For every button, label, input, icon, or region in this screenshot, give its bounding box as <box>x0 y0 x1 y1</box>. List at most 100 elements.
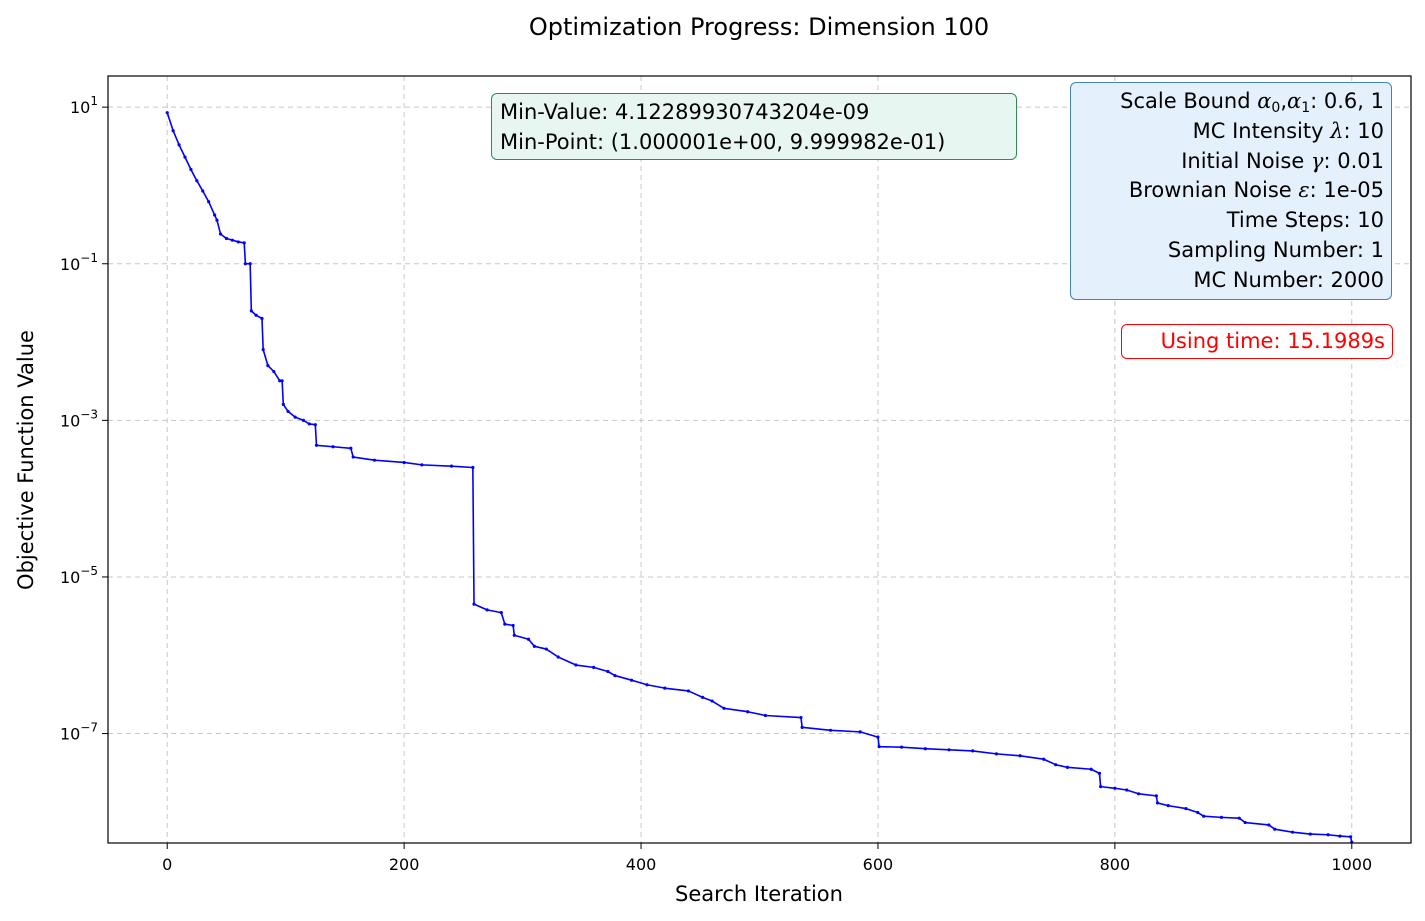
data-point <box>254 313 258 317</box>
data-point <box>1099 785 1103 789</box>
data-point <box>876 735 880 739</box>
data-point <box>503 622 507 626</box>
data-point <box>574 663 578 667</box>
data-point <box>1196 810 1200 815</box>
data-point <box>1042 757 1046 761</box>
data-point <box>293 415 297 419</box>
data-point <box>1348 835 1353 839</box>
data-point <box>701 695 705 699</box>
data-point <box>449 464 454 468</box>
data-point <box>994 752 999 756</box>
data-point <box>1166 804 1170 808</box>
data-point <box>236 240 240 244</box>
min-info-box: Min-Value: 4.12289930743204e-09 Min-Poin… <box>491 93 1017 160</box>
data-point <box>877 745 881 749</box>
data-point <box>710 699 714 703</box>
data-point <box>420 463 424 467</box>
data-point <box>1054 763 1058 767</box>
data-point <box>800 725 804 729</box>
data-point <box>663 686 667 690</box>
data-point <box>532 644 537 648</box>
scale-bound-label: Scale Bound α0,α1: 0.6, 1 <box>1120 89 1384 116</box>
data-point <box>763 713 768 718</box>
using-time-label: Using time: 15.1989s <box>1160 329 1385 353</box>
data-point <box>592 665 596 669</box>
x-axis: 0 200 400 600 800 1000 <box>162 843 1372 874</box>
data-point <box>1184 807 1188 811</box>
x-tick-label: 200 <box>389 855 420 874</box>
x-tick-label: 400 <box>626 855 657 874</box>
y-tick-label: 10−7 <box>60 721 98 744</box>
y-axis-label: Objective Function Value <box>14 330 38 590</box>
data-point <box>165 111 169 115</box>
data-point <box>224 236 229 241</box>
data-point <box>171 129 175 133</box>
data-point <box>828 728 833 732</box>
data-point <box>313 423 317 427</box>
data-point <box>207 200 211 204</box>
data-point <box>213 213 217 217</box>
data-point <box>242 241 246 245</box>
data-point <box>971 749 975 753</box>
y-tick-label: 101 <box>70 94 98 117</box>
data-point <box>286 409 290 414</box>
x-tick-label: 0 <box>162 855 172 874</box>
data-point <box>746 710 750 714</box>
data-point <box>485 608 489 612</box>
data-point <box>331 445 335 449</box>
data-point <box>1326 833 1330 837</box>
data-point <box>923 747 927 751</box>
data-point <box>799 715 803 720</box>
data-point <box>606 669 610 674</box>
data-point <box>1290 830 1295 834</box>
data-point <box>1136 792 1141 796</box>
using-time-box: Using time: 15.1989s <box>1121 324 1393 359</box>
data-point <box>1097 771 1102 775</box>
data-point <box>858 730 862 734</box>
data-point <box>260 316 264 321</box>
min-point-label: Min-Point: (1.000001e+00, 9.999982e-01) <box>500 130 946 154</box>
plot-frame <box>107 75 1412 844</box>
data-point <box>372 458 377 462</box>
series-layer <box>165 111 1354 844</box>
data-point <box>248 262 252 266</box>
data-point <box>243 262 248 266</box>
data-point <box>499 611 503 615</box>
data-point <box>307 422 311 426</box>
sampling-number-label: Sampling Number: 1 <box>1167 237 1384 262</box>
data-point <box>272 369 276 374</box>
data-point <box>1219 815 1224 819</box>
time-steps-label: Time Steps: 10 <box>1226 208 1384 233</box>
data-point <box>349 446 353 450</box>
y-tick-label: 10−3 <box>60 407 98 430</box>
data-point <box>556 655 560 659</box>
data-point <box>526 637 531 641</box>
x-tick-label: 800 <box>1100 855 1131 874</box>
data-point <box>218 232 223 236</box>
data-point <box>1113 786 1117 790</box>
data-point <box>722 706 726 710</box>
initial-noise-label: Initial Noise γ: 0.01 <box>1181 148 1384 173</box>
data-point <box>629 678 634 682</box>
x-axis-label: Search Iteration <box>675 882 843 906</box>
y-axis: 101 10−1 10−3 10−5 10−7 <box>60 94 108 744</box>
data-point <box>613 673 617 678</box>
data-point <box>177 143 181 147</box>
data-point <box>1237 816 1241 820</box>
data-point <box>1243 820 1247 825</box>
data-point <box>230 238 234 242</box>
data-point <box>1267 823 1271 827</box>
parameter-box: Scale Bound α0,α1: 0.6, 1 MC Intensity λ… <box>1070 82 1392 300</box>
data-point <box>1338 834 1342 838</box>
data-point <box>471 465 475 470</box>
y-tick-label: 10−1 <box>60 251 98 274</box>
data-point <box>947 748 951 752</box>
data-point <box>402 460 406 465</box>
data-point <box>189 167 193 172</box>
data-point <box>1089 767 1093 771</box>
data-point <box>201 189 205 193</box>
data-point <box>512 633 516 637</box>
mc-number-label: MC Number: 2000 <box>1193 267 1384 292</box>
data-point <box>281 402 285 406</box>
